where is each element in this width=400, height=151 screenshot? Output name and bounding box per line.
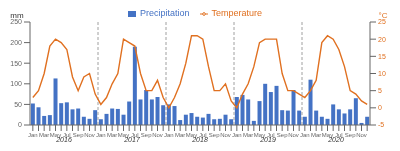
svg-text:100: 100 (10, 80, 22, 87)
svg-text:Nov: Nov (356, 132, 367, 138)
svg-text:Sep: Sep (141, 132, 152, 138)
svg-text:Nov: Nov (84, 132, 95, 138)
svg-text:2020: 2020 (327, 136, 344, 143)
svg-text:0: 0 (378, 104, 382, 111)
svg-text:Jan: Jan (28, 132, 38, 138)
svg-text:20: 20 (378, 36, 386, 43)
svg-text:Mar: Mar (175, 132, 185, 138)
svg-text:200: 200 (10, 39, 22, 46)
svg-text:Jan: Jan (300, 132, 310, 138)
svg-text:150: 150 (10, 60, 22, 67)
svg-text:Sep: Sep (277, 132, 288, 138)
svg-text:Mar: Mar (243, 132, 253, 138)
svg-text:Mar: Mar (39, 132, 49, 138)
svg-text:Sep: Sep (345, 132, 356, 138)
svg-text:Mar: Mar (311, 132, 321, 138)
svg-text:Nov: Nov (152, 132, 163, 138)
svg-text:Nov: Nov (288, 132, 299, 138)
svg-text:Jan: Jan (96, 132, 106, 138)
svg-text:0: 0 (18, 121, 22, 128)
svg-text:Sep: Sep (73, 132, 84, 138)
svg-text:2017: 2017 (123, 136, 141, 143)
svg-text:Sep: Sep (209, 132, 220, 138)
svg-text:2016: 2016 (55, 136, 72, 143)
svg-text:Mar: Mar (107, 132, 117, 138)
svg-text:2018: 2018 (191, 136, 208, 143)
svg-text:10: 10 (378, 70, 386, 77)
svg-text:50: 50 (14, 101, 22, 108)
svg-text:mm: mm (10, 11, 24, 20)
svg-text:Jan: Jan (232, 132, 242, 138)
svg-text:2019: 2019 (259, 136, 276, 143)
svg-text:-5: -5 (378, 121, 384, 128)
svg-text:°C: °C (379, 11, 388, 20)
svg-text:15: 15 (378, 53, 386, 60)
svg-text:5: 5 (378, 87, 382, 94)
svg-text:Nov: Nov (220, 132, 231, 138)
svg-text:Jan: Jan (164, 132, 174, 138)
